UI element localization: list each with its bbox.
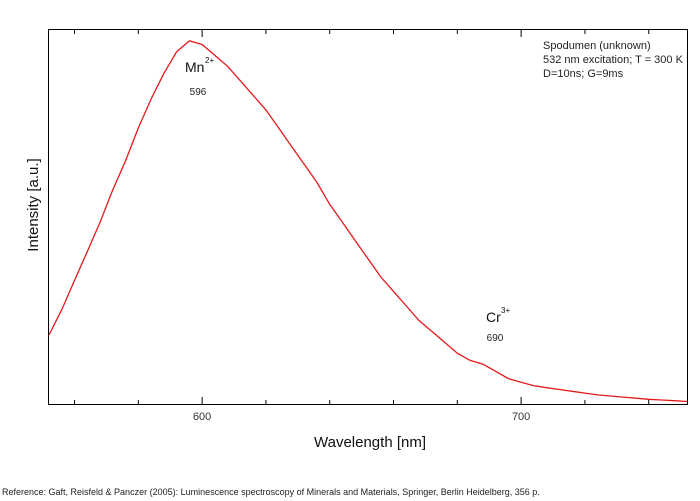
annotation-mn-charge: 2+ [205,56,214,65]
x-axis-label: Wavelength [nm] [314,434,426,451]
annotation-mn-ion: Mn [185,59,204,75]
x-axis-tick-labels: 600 700 [193,411,530,423]
y-axis-label: Intensity [a.u.] [25,158,42,251]
annotation-mn-wavelength: 596 [190,87,207,98]
annotation-cr-ion: Cr [486,309,501,325]
info-box: Spodumen (unknown) 532 nm excitation; T … [543,40,684,80]
x-tick-label-700: 700 [512,411,530,423]
plot-area-frame [48,29,688,405]
annotation-cr: Cr 3+ 690 [486,306,510,344]
annotation-cr-wavelength: 690 [487,333,504,344]
annotation-mn: Mn 2+ 596 [185,56,214,98]
annotation-cr-charge: 3+ [501,306,510,315]
reference-citation: Reference: Gaft, Reisfeld & Panczer (200… [2,487,540,497]
chart: 600 700 Wavelength [nm] Intensity [a.u.] … [25,29,688,451]
info-sample: Spodumen (unknown) [543,40,651,52]
x-tick-label-600: 600 [193,411,211,423]
x-axis-ticks [74,30,650,404]
info-excitation: 532 nm excitation; T = 300 K [543,54,684,66]
emission-spectrum-line [48,40,688,403]
info-gate: D=10ns; G=9ms [543,68,624,80]
